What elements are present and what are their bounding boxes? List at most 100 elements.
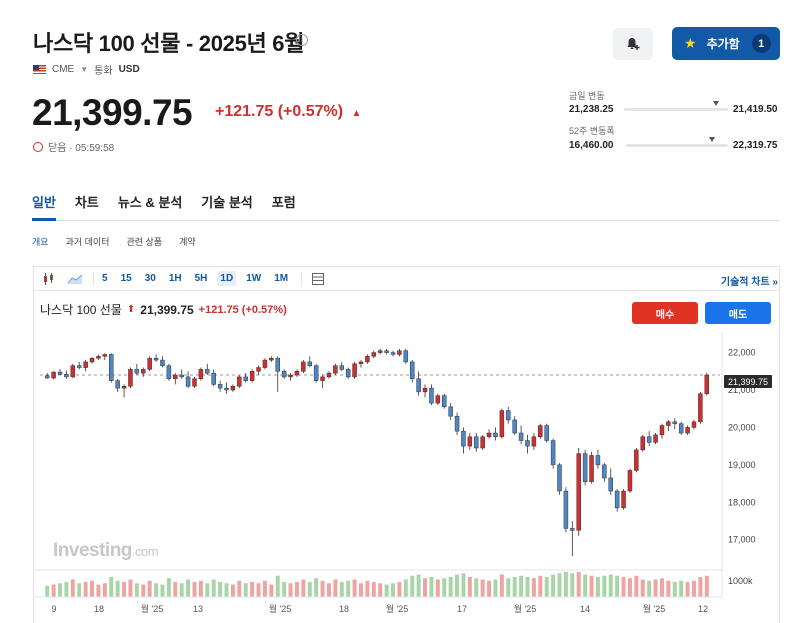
timeframe-1w[interactable]: 1W	[246, 273, 262, 284]
candle-body	[198, 369, 204, 380]
subtab-summary[interactable]: 개요	[32, 237, 49, 247]
table-view-icon[interactable]	[310, 271, 326, 287]
tab-overview[interactable]: 일반	[32, 195, 56, 210]
technical-chart-link[interactable]: 기술적 차트 »	[720, 277, 778, 288]
candle-body	[646, 436, 652, 443]
x-tick-label: 9	[51, 604, 56, 614]
volume-bar	[602, 575, 607, 597]
candle-body	[51, 371, 56, 379]
sub-tabs: 개요 과거 데이터 관련 상품 계약	[32, 235, 213, 248]
candle-body	[89, 357, 95, 363]
area-chart-icon[interactable]	[67, 271, 83, 287]
volume-bar	[275, 575, 280, 597]
candle-body	[377, 350, 383, 353]
volume-bar	[455, 574, 460, 597]
y-tick-label: 19,000	[728, 460, 756, 470]
candle-body	[435, 395, 441, 404]
volume-bar	[205, 583, 210, 597]
candle-body	[281, 371, 287, 378]
candle-body	[384, 350, 389, 353]
tab-chart[interactable]: 차트	[74, 195, 99, 210]
candle-body	[544, 425, 549, 441]
timeframe-5m[interactable]: 5	[102, 273, 108, 284]
volume-bar	[339, 582, 344, 597]
volume-bar	[128, 579, 133, 597]
timeframe-15m[interactable]: 15	[120, 273, 132, 284]
week52-range-marker	[708, 137, 715, 142]
buy-button[interactable]: 매수	[632, 302, 698, 324]
x-tick-label: 월 '25	[386, 603, 409, 614]
candle-body	[608, 477, 613, 492]
currency-label: 통화	[94, 66, 113, 77]
watchlist-count-badge: 1	[751, 34, 771, 53]
chart-panel	[33, 266, 780, 623]
timeframe-1d[interactable]: 1D	[217, 271, 237, 286]
chevron-down-icon[interactable]: ▼	[80, 65, 89, 74]
sell-button[interactable]: 매도	[705, 302, 771, 324]
timeframe-1h[interactable]: 1H	[168, 273, 182, 284]
tab-forum[interactable]: 포럼	[271, 195, 296, 210]
volume-bar	[90, 580, 95, 597]
volume-bar	[186, 579, 191, 597]
candle-body	[467, 436, 473, 447]
volume-bar	[634, 575, 639, 597]
volume-bar	[551, 574, 556, 597]
volume-bar	[282, 582, 287, 597]
active-tab-indicator	[32, 218, 56, 221]
candle-body	[602, 464, 607, 479]
timeframe-1mo[interactable]: 1M	[274, 273, 289, 284]
candle-body	[672, 421, 678, 424]
price-change-value: +121.75 (+0.57%)	[215, 103, 344, 120]
candle-body	[550, 440, 556, 466]
x-tick-label: 월 '25	[269, 603, 292, 614]
volume-bar	[58, 583, 62, 597]
add-to-watchlist-button[interactable]: ★ 추가함 1	[672, 27, 780, 60]
subtab-related[interactable]: 관련 상품	[126, 237, 163, 247]
timeframe-30m[interactable]: 30	[144, 273, 156, 284]
candle-body	[499, 410, 505, 438]
volume-bar	[685, 582, 690, 597]
subtab-contracts[interactable]: 계약	[179, 237, 196, 247]
candle-body	[224, 387, 229, 391]
watermark-suffix: .com	[131, 544, 159, 559]
volume-bar	[698, 577, 703, 597]
tab-news[interactable]: 뉴스 & 분석	[117, 195, 183, 210]
volume-bar	[269, 584, 274, 597]
candle-body	[192, 378, 197, 387]
day-range-low: 21,238.25	[569, 104, 614, 115]
volume-bar	[378, 583, 383, 597]
day-range-marker	[712, 101, 719, 106]
candle-body	[698, 393, 703, 423]
price-chart[interactable]: 22,000 21,000 20,000 19,000 18,000 17,000 1000…	[34, 332, 779, 623]
timeframe-5h[interactable]: 5H	[194, 273, 208, 284]
tab-technical[interactable]: 기술 분석	[201, 195, 253, 210]
candlestick-type-icon[interactable]	[41, 271, 57, 287]
bell-plus-icon	[627, 38, 640, 50]
exchange-label: CME	[52, 64, 75, 75]
subtab-historical[interactable]: 과거 데이터	[65, 237, 110, 247]
volume-bar	[179, 583, 184, 597]
candle-body	[666, 421, 671, 426]
candle-body	[621, 490, 626, 509]
y-tick-label: 22,000	[728, 348, 756, 358]
candle-body	[57, 371, 63, 375]
chart-price: 21,399.75	[140, 302, 194, 317]
candle-body	[557, 464, 562, 492]
volume-bar	[692, 580, 696, 597]
volume-bar	[563, 572, 568, 597]
add-alert-button[interactable]	[613, 28, 653, 60]
info-icon[interactable]: i	[296, 34, 308, 46]
volume-bar	[115, 580, 120, 597]
volume-bar	[679, 580, 684, 597]
candle-body	[166, 365, 172, 380]
volume-bar	[230, 584, 235, 597]
volume-bar	[576, 572, 581, 597]
volume-bar	[480, 579, 485, 597]
volume-bar	[608, 574, 613, 597]
volume-bar	[250, 582, 255, 597]
volume-bar	[243, 583, 248, 597]
candle-body	[531, 436, 537, 447]
candle-body	[442, 395, 447, 408]
currency-value: USD	[118, 64, 140, 75]
volume-bar	[141, 584, 146, 597]
